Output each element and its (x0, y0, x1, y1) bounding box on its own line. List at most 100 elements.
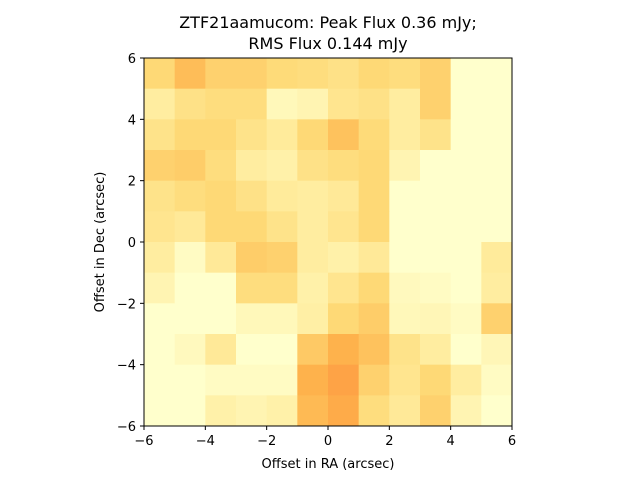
heatmap-cell (297, 395, 329, 427)
heatmap-cell (420, 303, 452, 335)
heatmap-cell (205, 395, 237, 427)
heatmap-cell (481, 58, 513, 90)
chart-title-line1: ZTF21aamucom: Peak Flux 0.36 mJy; (179, 13, 477, 32)
heatmap-cell (420, 272, 452, 304)
heatmap-cell (358, 303, 390, 335)
heatmap-cell (205, 180, 237, 212)
heatmap-cell (389, 242, 421, 274)
heatmap-cell (297, 364, 329, 396)
x-tick-label: −6 (134, 434, 153, 449)
heatmap-cell (450, 395, 482, 427)
heatmap-cell (450, 242, 482, 274)
heatmap-cell (174, 180, 206, 212)
heatmap-cell (174, 364, 206, 396)
heatmap-cell (144, 242, 176, 274)
heatmap-cell (420, 242, 452, 274)
heatmap-cell (236, 334, 268, 366)
x-tick-label: −4 (196, 434, 215, 449)
y-tick-label: −4 (117, 359, 136, 374)
heatmap-cell (358, 150, 390, 182)
heatmap-cell (389, 395, 421, 427)
heatmap-cell (205, 150, 237, 182)
heatmap-cell (174, 211, 206, 243)
x-tick-label: 6 (508, 434, 516, 449)
heatmap-cells (144, 58, 513, 427)
x-tick-label: 4 (447, 434, 455, 449)
heatmap-cell (358, 242, 390, 274)
y-axis-ticks: −6 −4 −2 0 2 4 6 (117, 52, 144, 435)
heatmap-cell (144, 180, 176, 212)
heatmap-cell (297, 272, 329, 304)
heatmap-cell (236, 88, 268, 120)
heatmap-cell (389, 211, 421, 243)
heatmap-cell (266, 242, 298, 274)
y-tick-label: 0 (128, 236, 136, 251)
heatmap-cell (420, 211, 452, 243)
heatmap-cell (450, 211, 482, 243)
heatmap-cell (328, 211, 360, 243)
heatmap-cell (297, 242, 329, 274)
heatmap-cell (266, 119, 298, 151)
heatmap-cell (236, 119, 268, 151)
heatmap-cell (236, 364, 268, 396)
heatmap-cell (481, 88, 513, 120)
heatmap-cell (236, 58, 268, 90)
heatmap-cell (328, 364, 360, 396)
heatmap-cell (328, 242, 360, 274)
heatmap-cell (205, 334, 237, 366)
heatmap-cell (358, 88, 390, 120)
heatmap-cell (205, 364, 237, 396)
heatmap-cell (420, 119, 452, 151)
y-tick-label: −6 (117, 420, 136, 435)
heatmap-cell (420, 58, 452, 90)
heatmap-cell (481, 180, 513, 212)
heatmap-cell (236, 272, 268, 304)
y-tick-label: 6 (128, 52, 136, 67)
heatmap-cell (481, 334, 513, 366)
heatmap-cell (266, 334, 298, 366)
heatmap-cell (144, 303, 176, 335)
heatmap-cell (358, 395, 390, 427)
heatmap-cell (328, 395, 360, 427)
heatmap-cell (420, 395, 452, 427)
y-axis-label: Offset in Dec (arcsec) (93, 172, 108, 313)
heatmap-cell (205, 303, 237, 335)
y-tick-label: 4 (128, 113, 136, 128)
heatmap-cell (174, 58, 206, 90)
heatmap-cell (358, 364, 390, 396)
heatmap-cell (144, 364, 176, 396)
heatmap-cell (420, 334, 452, 366)
heatmap-cell (144, 334, 176, 366)
heatmap-cell (358, 272, 390, 304)
heatmap-cell (389, 119, 421, 151)
heatmap-cell (481, 395, 513, 427)
y-tick-label: 2 (128, 175, 136, 190)
heatmap-cell (481, 272, 513, 304)
heatmap-cell (328, 180, 360, 212)
heatmap-cell (481, 364, 513, 396)
heatmap-cell (266, 272, 298, 304)
heatmap-cell (236, 211, 268, 243)
heatmap-cell (144, 119, 176, 151)
heatmap-cell (328, 150, 360, 182)
heatmap-cell (174, 88, 206, 120)
heatmap-cell (420, 88, 452, 120)
heatmap-cell (450, 58, 482, 90)
heatmap-cell (358, 58, 390, 90)
heatmap-cell (144, 272, 176, 304)
heatmap-cell (481, 303, 513, 335)
heatmap-cell (205, 272, 237, 304)
heatmap-cell (328, 272, 360, 304)
heatmap-cell (144, 395, 176, 427)
heatmap-cell (420, 180, 452, 212)
heatmap-cell (174, 395, 206, 427)
heatmap-cell (481, 150, 513, 182)
heatmap-cell (297, 88, 329, 120)
heatmap-cell (450, 364, 482, 396)
heatmap-cell (236, 395, 268, 427)
heatmap-cell (450, 180, 482, 212)
heatmap-cell (358, 334, 390, 366)
heatmap-cell (389, 150, 421, 182)
heatmap-cell (266, 180, 298, 212)
heatmap-cell (266, 58, 298, 90)
